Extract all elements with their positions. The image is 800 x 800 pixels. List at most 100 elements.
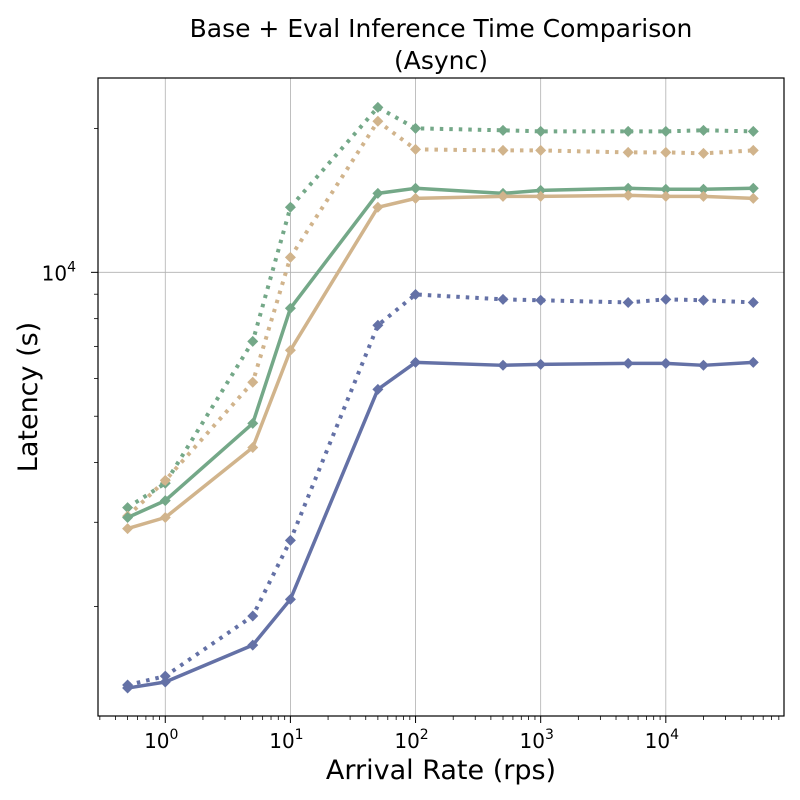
data-point-marker <box>622 182 634 194</box>
y-axis-label: Latency (s) <box>13 322 44 472</box>
x-tick-exponent: 3 <box>545 727 554 743</box>
data-point-marker <box>660 146 672 158</box>
series-5 <box>122 356 759 694</box>
series-line <box>126 119 754 518</box>
data-point-marker <box>372 101 384 113</box>
data-point-marker <box>697 124 709 136</box>
data-point-marker <box>372 201 384 213</box>
data-point-marker <box>660 293 672 305</box>
x-tick-exponent: 4 <box>670 727 679 743</box>
y-tick-label: 104 <box>42 259 76 285</box>
data-point-marker <box>747 144 759 156</box>
chart-title: Base + Eval Inference Time Comparison <box>190 14 693 43</box>
data-point-marker <box>247 335 259 347</box>
data-point-marker <box>622 189 634 201</box>
data-point-marker <box>497 359 509 371</box>
data-point-marker <box>622 357 634 369</box>
data-point-marker <box>372 187 384 199</box>
data-point-marker <box>122 511 134 523</box>
data-point-marker <box>284 534 296 546</box>
data-point-marker <box>535 125 547 137</box>
data-point-marker <box>159 670 171 682</box>
series-3 <box>122 189 759 535</box>
data-point-marker <box>535 294 547 306</box>
data-point-marker <box>122 523 134 535</box>
data-point-marker <box>122 682 134 694</box>
data-point-marker <box>372 319 384 331</box>
x-tick-label: 101 <box>269 727 303 753</box>
data-point-marker <box>497 190 509 202</box>
series-line <box>127 360 754 690</box>
data-point-marker <box>660 125 672 137</box>
data-point-marker <box>410 192 422 204</box>
data-point-marker <box>697 147 709 159</box>
data-point-marker <box>159 676 171 688</box>
data-point-marker <box>660 357 672 369</box>
series-line <box>126 105 754 510</box>
data-point-marker <box>247 417 259 429</box>
x-tick-label: 104 <box>645 727 679 753</box>
data-point-marker <box>497 144 509 156</box>
axis-ticks: 100 101 102 1 0 3 104 104 <box>42 128 780 753</box>
data-point-marker <box>497 124 509 136</box>
data-point-marker <box>697 183 709 195</box>
data-point-marker <box>622 146 634 158</box>
plot-frame <box>97 77 785 717</box>
data-point-marker <box>284 302 296 314</box>
series-group <box>122 101 759 694</box>
data-point-marker <box>697 359 709 371</box>
series-line <box>126 186 754 520</box>
x-tick-exponent: 1 <box>295 727 304 743</box>
series-0 <box>122 101 759 514</box>
data-point-marker <box>747 356 759 368</box>
data-point-marker <box>747 296 759 308</box>
data-point-marker <box>159 495 171 507</box>
data-point-marker <box>247 639 259 651</box>
data-point-marker <box>747 182 759 194</box>
data-point-marker <box>697 190 709 202</box>
data-point-marker <box>410 143 422 155</box>
data-point-marker <box>410 182 422 194</box>
chart-subtitle: (Async) <box>394 46 488 75</box>
data-point-marker <box>372 115 384 127</box>
data-point-marker <box>247 610 259 622</box>
data-point-marker <box>497 293 509 305</box>
x-axis-label: Arrival Rate (rps) <box>326 755 556 786</box>
x-tick-label: 100 <box>144 727 178 753</box>
series-2 <box>122 182 759 523</box>
data-point-marker <box>410 122 422 134</box>
data-point-marker <box>660 183 672 195</box>
x-tick-exponent: 2 <box>420 727 429 743</box>
data-point-marker <box>372 383 384 395</box>
series-1 <box>122 115 759 522</box>
x-tick-exponent: 0 <box>170 727 179 743</box>
data-point-marker <box>535 144 547 156</box>
grid <box>98 78 784 716</box>
y-tick-exponent: 4 <box>67 259 76 275</box>
data-point-marker <box>747 125 759 137</box>
data-point-marker <box>660 190 672 202</box>
data-point-marker <box>622 125 634 137</box>
data-point-marker <box>247 376 259 388</box>
data-point-marker <box>284 593 296 605</box>
data-point-marker <box>284 201 296 213</box>
series-4 <box>122 288 759 691</box>
data-point-marker <box>284 344 296 356</box>
data-point-marker <box>247 442 259 454</box>
data-point-marker <box>410 288 422 300</box>
data-point-marker <box>747 192 759 204</box>
data-point-marker <box>535 190 547 202</box>
data-point-marker <box>622 296 634 308</box>
data-point-marker <box>410 356 422 368</box>
series-line <box>127 292 754 687</box>
data-point-marker <box>535 184 547 196</box>
data-point-marker <box>535 358 547 370</box>
x-tick-label: 102 <box>394 727 428 753</box>
data-point-marker <box>697 294 709 306</box>
data-point-marker <box>159 474 171 486</box>
data-point-marker <box>159 511 171 523</box>
data-point-marker <box>284 251 296 263</box>
data-point-marker <box>122 502 134 514</box>
series-line <box>127 193 754 531</box>
